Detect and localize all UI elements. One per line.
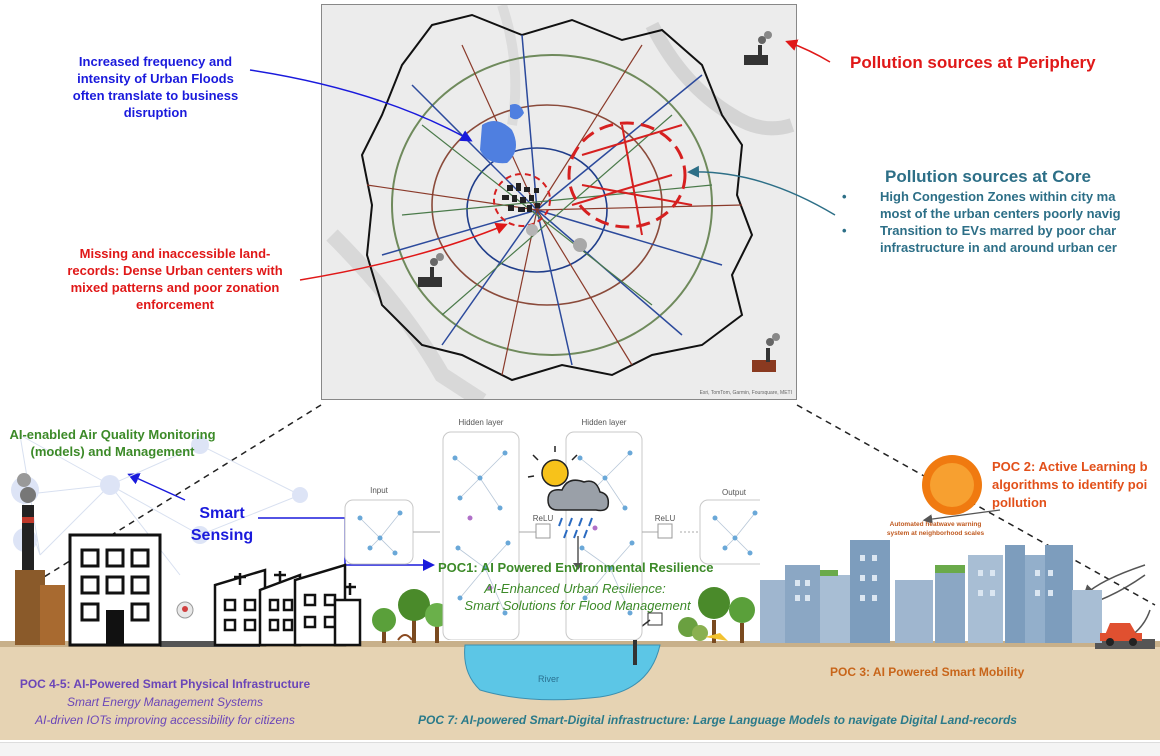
core-annotation-list: High Congestion Zones within city ma mos… [842,188,1160,256]
poc2-text: POC 2: Active Learning b algorithms to i… [992,459,1148,510]
poc1-sub2: Smart Solutions for Flood Management [464,598,691,613]
factory-icon-map-ne [744,31,772,65]
city-skyline-icon [760,540,1102,643]
nn-output-label: Output [721,488,746,497]
nn-hidden2-label: Hidden layer [581,418,627,427]
map-attribution: Esri, TomTom, Garmin, Foursquare, METI [699,390,792,396]
factory-icon-map-w [418,253,444,287]
factory-icon-map-se [752,333,780,372]
residential-buildings-icon [213,563,362,647]
poc45-sub2: AI-driven IOTs improving accessibility f… [35,713,295,727]
river [464,644,661,701]
nn-graphic [344,431,760,640]
location-pin-icon [176,601,194,619]
core-bullet-3: Transition to EVs marred by poor char [842,222,1160,239]
car-icon [1100,623,1142,646]
poc7-label: POC 7: AI-powered Smart-Digital infrastr… [418,713,1017,727]
trees-left-icon [372,589,449,643]
poc3-label: POC 3: AI Powered Smart Mobility [830,665,1025,679]
core-bullet-2: most of the urban centers poorly navig [880,206,1121,221]
trees-right-icon [678,587,755,643]
urban-illustration [0,434,1160,740]
poc1-title: POC1: AI Powered Environmental Resilienc… [438,560,714,575]
sun-cloud-rain-icon [527,446,610,570]
river-label: River [538,674,560,684]
sun-icon [922,455,982,515]
office-building-icon [68,533,162,647]
poc45-title: POC 4-5: AI-Powered Smart Physical Infra… [19,677,311,691]
bottom-strip [0,742,1160,756]
poc45-sub1: Smart Energy Management Systems [66,695,264,709]
air-quality-label: AI-enabled Air Quality Monitoring (model… [9,427,216,459]
nn-hidden1-label: Hidden layer [458,418,504,427]
city-map: Esri, TomTom, Garmin, Foursquare, METI [321,4,797,400]
factory-icon [15,473,65,645]
neural-network-diagram: Input Hidden layer Hidden layer Output R… [340,418,760,640]
nn-relu1-label: ReLU [532,514,554,523]
city-map-graphic [326,5,795,399]
core-bullet-1: High Congestion Zones within city ma [842,188,1160,205]
periphery-annotation: Pollution sources at Periphery [850,53,1096,72]
smart-sensing-label: Smart Sensing [190,505,254,544]
heatwave-label: Automated heatwave warning system at nei… [886,521,985,537]
poc1-sub1: AI-Enhanced Urban Resilience: [484,581,666,596]
nn-relu2-label: ReLU [654,514,676,523]
land-records-annotation: Missing and inaccessible land-records: D… [67,246,283,312]
core-annotation-title: Pollution sources at Core [885,167,1091,186]
poc2-label: POC 2: Active Learning b algorithms to i… [992,458,1160,512]
core-bullet-4: infrastructure in and around urban cer [880,240,1117,255]
nn-input-label: Input [370,486,388,495]
flood-annotation: Increased frequency and intensity of Urb… [72,54,239,120]
